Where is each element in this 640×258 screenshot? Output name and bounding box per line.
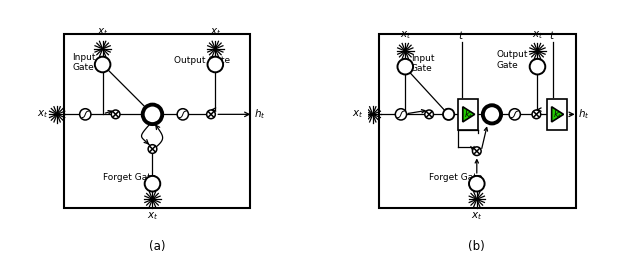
- Text: $c_t$: $c_t$: [486, 108, 499, 121]
- Circle shape: [472, 147, 481, 156]
- Circle shape: [148, 145, 157, 153]
- Text: $x_t$: $x_t$: [36, 108, 48, 120]
- Text: $f_t$: $f_t$: [472, 177, 481, 191]
- FancyBboxPatch shape: [458, 99, 478, 130]
- Circle shape: [396, 109, 406, 120]
- Circle shape: [425, 110, 433, 119]
- Text: Forget Gate: Forget Gate: [102, 173, 156, 182]
- Circle shape: [111, 110, 120, 119]
- Text: $x_t$: $x_t$: [471, 210, 483, 222]
- Circle shape: [397, 59, 413, 75]
- Text: $o_t$: $o_t$: [210, 59, 221, 70]
- Circle shape: [79, 109, 91, 120]
- Circle shape: [207, 57, 223, 72]
- Circle shape: [207, 110, 215, 119]
- Text: $\tilde{c}_t$: $\tilde{c}_t$: [444, 108, 454, 121]
- Text: $x_t$: $x_t$: [97, 27, 108, 38]
- Text: $h_t$: $h_t$: [578, 107, 590, 121]
- Polygon shape: [552, 107, 564, 122]
- FancyBboxPatch shape: [380, 34, 577, 207]
- Text: $k_t$: $k_t$: [553, 108, 562, 120]
- Text: Input
Gate: Input Gate: [72, 53, 96, 72]
- FancyBboxPatch shape: [547, 99, 567, 130]
- Text: $o_t$: $o_t$: [532, 61, 543, 72]
- Circle shape: [530, 59, 545, 75]
- Text: $t$: $t$: [550, 29, 556, 41]
- Text: $x_t$: $x_t$: [209, 27, 221, 38]
- Text: $i_t$: $i_t$: [99, 58, 107, 71]
- Polygon shape: [463, 107, 475, 122]
- Text: $c_t$: $c_t$: [146, 108, 159, 121]
- Text: (a): (a): [148, 240, 165, 253]
- Text: $k_t$: $k_t$: [464, 108, 473, 120]
- Text: $i_t$: $i_t$: [401, 60, 409, 74]
- Circle shape: [177, 109, 188, 120]
- Circle shape: [483, 105, 501, 123]
- Circle shape: [95, 57, 111, 72]
- Circle shape: [143, 104, 162, 124]
- Text: $x_t$: $x_t$: [532, 29, 543, 41]
- Text: Forget Gate: Forget Gate: [429, 173, 483, 182]
- Circle shape: [532, 110, 541, 119]
- Circle shape: [443, 109, 454, 120]
- FancyBboxPatch shape: [63, 34, 250, 207]
- Text: $x_t$: $x_t$: [399, 29, 411, 41]
- Text: $x_t$: $x_t$: [352, 108, 364, 120]
- Circle shape: [509, 109, 520, 120]
- Text: $t$: $t$: [458, 29, 465, 41]
- Circle shape: [145, 176, 160, 191]
- Text: Output Gate: Output Gate: [174, 56, 230, 65]
- Text: Output
Gate: Output Gate: [496, 51, 528, 70]
- Text: Input
Gate: Input Gate: [411, 54, 434, 73]
- Text: $x_t$: $x_t$: [147, 210, 158, 222]
- Text: $h_t$: $h_t$: [254, 107, 266, 121]
- Circle shape: [469, 176, 484, 191]
- Text: (b): (b): [468, 240, 485, 253]
- Text: $f_t$: $f_t$: [148, 177, 157, 191]
